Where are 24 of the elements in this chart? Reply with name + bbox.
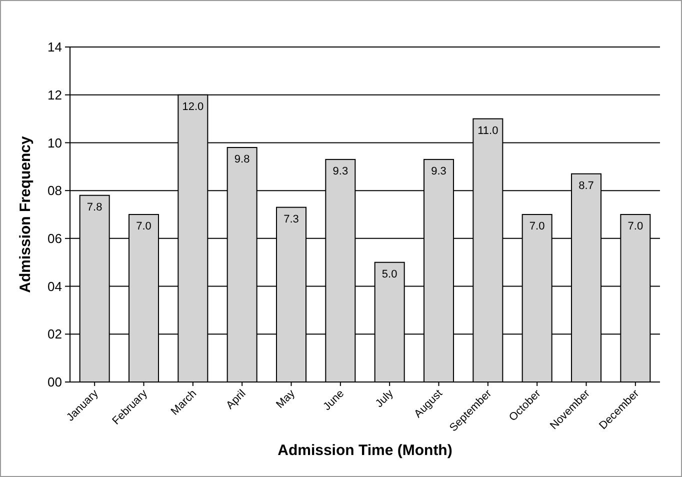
y-axis-title: Admission Frequency <box>17 135 34 293</box>
y-tick-label: 12 <box>48 87 62 102</box>
data-label: 5.0 <box>382 268 398 280</box>
data-label: 7.8 <box>86 201 102 214</box>
data-label: 8.7 <box>578 180 594 192</box>
data-label: 9.3 <box>332 165 348 178</box>
data-label: 7.0 <box>628 220 644 232</box>
y-tick-label: 06 <box>48 230 62 246</box>
y-tick-label: 00 <box>48 374 62 390</box>
data-label: 9.8 <box>234 154 250 166</box>
x-tick-label: July <box>373 387 396 410</box>
data-label: 7.0 <box>529 220 545 232</box>
y-tick-label: 02 <box>48 326 62 342</box>
x-tick-label: May <box>274 387 298 411</box>
data-label: 7.0 <box>136 220 152 232</box>
y-tick-label: 10 <box>48 135 62 150</box>
y-tick-label: 04 <box>48 278 62 294</box>
y-tick-label: 14 <box>48 40 62 55</box>
data-label: 9.3 <box>431 165 446 178</box>
y-tick-label: 08 <box>48 183 62 198</box>
data-label: 12.0 <box>182 100 204 113</box>
x-axis-title: Admission Time (Month) <box>278 442 452 459</box>
data-label: 7.3 <box>284 213 299 226</box>
data-label: 11.0 <box>478 124 498 137</box>
